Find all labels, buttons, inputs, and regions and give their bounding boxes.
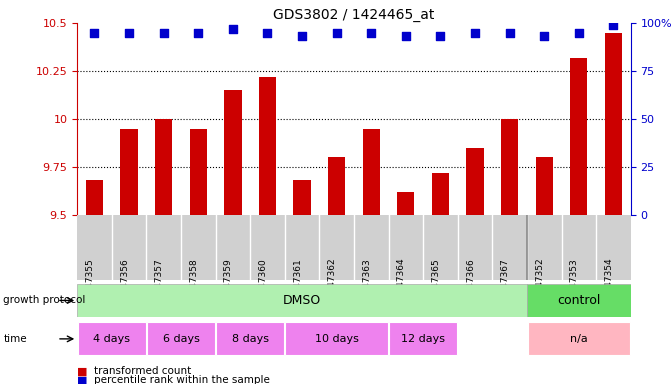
Point xyxy=(158,30,169,36)
Bar xyxy=(362,129,380,215)
Point xyxy=(89,30,100,36)
Point xyxy=(227,26,238,32)
Text: control: control xyxy=(557,294,601,307)
Bar xyxy=(259,77,276,215)
Text: transformed count: transformed count xyxy=(94,366,191,376)
Bar xyxy=(527,284,631,317)
Point xyxy=(331,30,342,36)
Bar xyxy=(293,180,311,215)
Point xyxy=(574,30,584,36)
Text: percentile rank within the sample: percentile rank within the sample xyxy=(94,375,270,384)
Bar xyxy=(155,119,172,215)
Text: growth protocol: growth protocol xyxy=(3,295,86,306)
Bar xyxy=(389,323,457,355)
Bar xyxy=(397,192,415,215)
Point xyxy=(366,30,376,36)
Bar xyxy=(527,323,630,355)
Text: 10 days: 10 days xyxy=(315,334,358,344)
Text: 8 days: 8 days xyxy=(231,334,268,344)
Point xyxy=(539,33,550,40)
Point xyxy=(262,30,273,36)
Bar xyxy=(77,284,527,317)
Bar xyxy=(535,157,553,215)
Bar xyxy=(224,90,242,215)
Point xyxy=(123,30,134,36)
Bar xyxy=(78,323,146,355)
Point xyxy=(470,30,480,36)
Bar xyxy=(86,180,103,215)
Bar xyxy=(147,323,215,355)
Text: ■: ■ xyxy=(77,366,88,376)
Bar xyxy=(216,323,284,355)
Title: GDS3802 / 1424465_at: GDS3802 / 1424465_at xyxy=(273,8,435,22)
Bar xyxy=(466,148,484,215)
Point xyxy=(297,33,307,40)
Bar xyxy=(432,173,449,215)
Bar xyxy=(190,129,207,215)
Bar xyxy=(328,157,346,215)
Text: DMSO: DMSO xyxy=(283,294,321,307)
Bar xyxy=(605,33,622,215)
Bar xyxy=(570,58,588,215)
Bar xyxy=(501,119,518,215)
Point xyxy=(505,30,515,36)
Text: ■: ■ xyxy=(77,375,88,384)
Text: time: time xyxy=(3,334,27,344)
Point xyxy=(435,33,446,40)
Bar xyxy=(120,129,138,215)
Point xyxy=(401,33,411,40)
Point xyxy=(193,30,203,36)
Text: 4 days: 4 days xyxy=(93,334,130,344)
Bar xyxy=(285,323,388,355)
Text: n/a: n/a xyxy=(570,334,588,344)
Text: 12 days: 12 days xyxy=(401,334,445,344)
Point xyxy=(608,22,619,28)
Text: 6 days: 6 days xyxy=(162,334,199,344)
